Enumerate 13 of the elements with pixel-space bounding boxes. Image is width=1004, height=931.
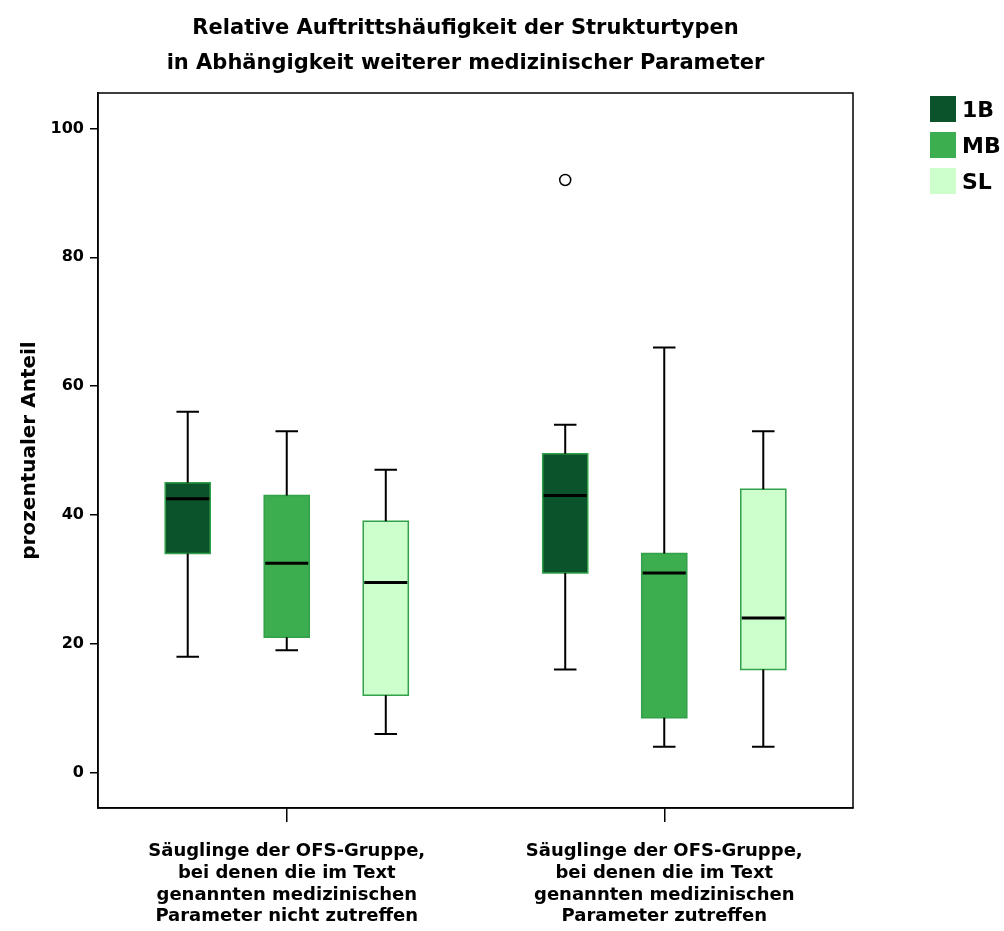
y-tick-label: 0 [72,761,84,781]
y-tick-label: 20 [61,632,84,652]
y-tick-label: 60 [61,375,84,395]
legend-label: SL [962,168,992,194]
chart-title: Relative Auftrittshäufigkeit der Strukturtypen in Abhängigkeit weiterer medizinischer Parameter [165,14,766,76]
legend-label: MB [962,132,1001,158]
y-tick-label: 100 [50,117,84,137]
y-tick-label: 80 [61,246,84,266]
x-tick-label: Säuglinge der OFS-Gruppe, bei denen die im Text genannten medizinischen Parameter zutreffen [525,839,803,926]
legend-label: 1B [962,96,995,122]
y-axis-title: prozentualer Anteil [16,341,41,560]
x-tick-label: Säuglinge der OFS-Gruppe, bei denen die im Text genannten medizinischen Parameter nicht zutreffen [148,839,426,926]
y-tick-label: 40 [61,504,84,524]
